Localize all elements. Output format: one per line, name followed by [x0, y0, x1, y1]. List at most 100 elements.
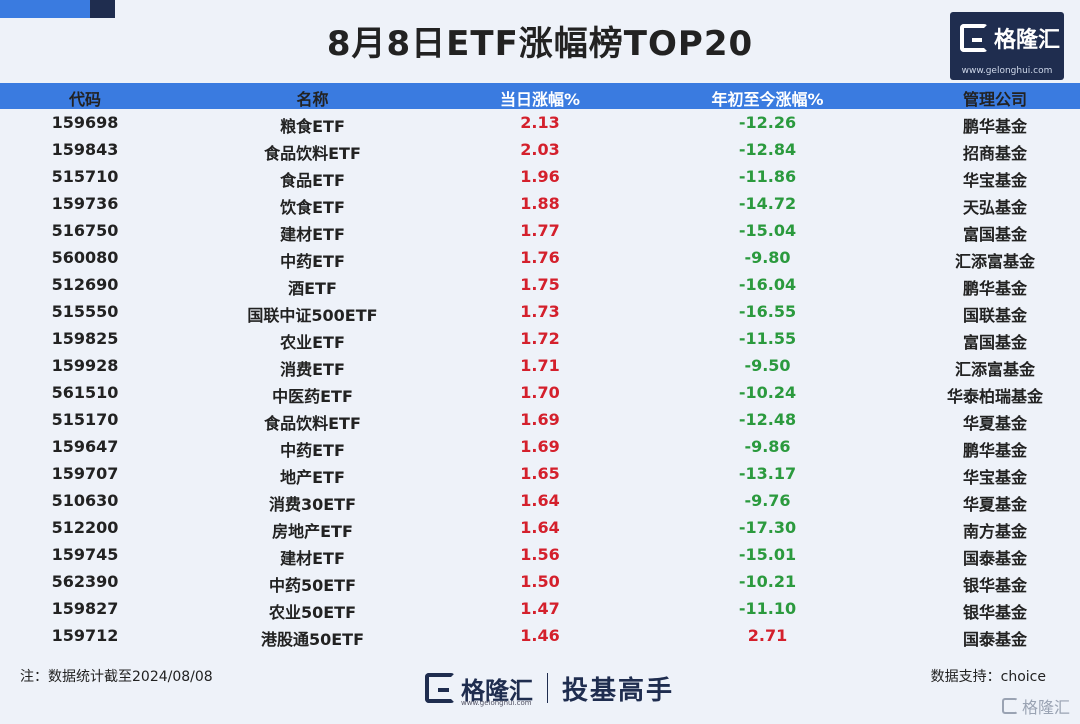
slogan: 投基高手: [562, 675, 675, 706]
cell-day-change: 2.13: [520, 113, 560, 132]
table-row: 515710 食品ETF 1.96 -11.86 华宝基金: [0, 164, 1080, 191]
cell-ytd-change: -9.80: [744, 248, 791, 267]
cell-day-change: 1.70: [520, 383, 560, 402]
cell-manager: 华宝基金: [962, 468, 1027, 487]
cell-code: 562390: [51, 572, 119, 591]
cell-manager: 汇添富基金: [954, 252, 1035, 271]
cell-day-change: 1.96: [520, 167, 560, 186]
table-row: 562390 中药50ETF 1.50 -10.21 银华基金: [0, 569, 1080, 596]
table-row: 159736 饮食ETF 1.88 -14.72 天弘基金: [0, 191, 1080, 218]
table-header: 代码 名称 当日涨幅% 年初至今涨幅% 管理公司: [0, 83, 1080, 109]
cell-name: 中医药ETF: [272, 387, 353, 406]
corner-decoration: [0, 0, 115, 18]
cell-name: 消费30ETF: [268, 495, 357, 514]
cell-day-change: 1.69: [520, 437, 560, 456]
cell-ytd-change: -16.55: [738, 302, 797, 321]
header-day-change: 当日涨幅%: [499, 90, 581, 109]
cell-code: 159707: [51, 464, 119, 483]
logo-divider: [547, 673, 548, 703]
cell-ytd-change: -13.17: [738, 464, 797, 483]
cell-name: 中药ETF: [280, 252, 345, 271]
cell-day-change: 1.50: [520, 572, 560, 591]
cell-ytd-change: -10.21: [738, 572, 797, 591]
cell-day-change: 1.64: [520, 491, 560, 510]
cell-day-change: 1.71: [520, 356, 560, 375]
cell-manager: 鹏华基金: [962, 441, 1027, 460]
cell-ytd-change: -9.86: [744, 437, 791, 456]
cell-ytd-change: 2.71: [747, 626, 788, 645]
cell-day-change: 1.75: [520, 275, 560, 294]
cell-code: 159825: [51, 329, 119, 348]
cell-code: 159843: [51, 140, 119, 159]
cell-day-change: 1.46: [520, 626, 560, 645]
cell-day-change: 1.69: [520, 410, 560, 429]
cell-manager: 富国基金: [962, 333, 1027, 352]
header-ytd-change: 年初至今涨幅%: [711, 90, 824, 109]
cell-code: 159745: [51, 545, 119, 564]
cell-manager: 汇添富基金: [954, 360, 1035, 379]
page-title: 8月8日ETF涨幅榜TOP20: [326, 24, 754, 64]
cell-ytd-change: -15.04: [738, 221, 797, 240]
g-logo-icon: [425, 673, 455, 703]
cell-day-change: 1.77: [520, 221, 560, 240]
cell-day-change: 1.64: [520, 518, 560, 537]
cell-ytd-change: -11.55: [738, 329, 797, 348]
cell-code: 159736: [51, 194, 119, 213]
cell-name: 食品饮料ETF: [264, 144, 361, 163]
cell-manager: 鹏华基金: [962, 279, 1027, 298]
cell-ytd-change: -9.76: [744, 491, 791, 510]
corner-accent: [0, 0, 90, 18]
cell-ytd-change: -12.48: [738, 410, 797, 429]
header-manager: 管理公司: [962, 90, 1027, 109]
cell-name: 粮食ETF: [280, 117, 345, 136]
cell-ytd-change: -17.30: [738, 518, 797, 537]
cell-name: 酒ETF: [288, 279, 337, 298]
logo-url: www.gelonghui.com: [961, 66, 1053, 76]
table-row: 512690 酒ETF 1.75 -16.04 鹏华基金: [0, 272, 1080, 299]
cell-ytd-change: -10.24: [738, 383, 797, 402]
watermark-g-icon: [1001, 698, 1018, 714]
cell-name: 饮食ETF: [280, 198, 345, 217]
cell-manager: 国联基金: [962, 306, 1027, 325]
bottom-logo: 格隆汇 www.gelonghui.com 投基高手: [425, 668, 695, 708]
table-row: 159827 农业50ETF 1.47 -11.10 银华基金: [0, 596, 1080, 623]
table-row: 159928 消费ETF 1.71 -9.50 汇添富基金: [0, 353, 1080, 380]
logo-brand-text: 格隆汇: [994, 28, 1061, 53]
cell-code: 515170: [51, 410, 119, 429]
cell-code: 159712: [51, 626, 119, 645]
cell-code: 159827: [51, 599, 119, 618]
header-name: 名称: [296, 90, 329, 109]
cell-manager: 华宝基金: [962, 171, 1027, 190]
table-row: 159745 建材ETF 1.56 -15.01 国泰基金: [0, 542, 1080, 569]
cell-name: 房地产ETF: [272, 522, 353, 541]
cell-manager: 国泰基金: [962, 549, 1027, 568]
bottom-url: www.gelonghui.com: [461, 699, 532, 707]
cell-day-change: 1.72: [520, 329, 560, 348]
data-support: 数据支持：choice: [930, 669, 1046, 685]
table-row: 516750 建材ETF 1.77 -15.04 富国基金: [0, 218, 1080, 245]
table-row: 561510 中医药ETF 1.70 -10.24 华泰柏瑞基金: [0, 380, 1080, 407]
table-row: 512200 房地产ETF 1.64 -17.30 南方基金: [0, 515, 1080, 542]
cell-ytd-change: -16.04: [738, 275, 797, 294]
cell-manager: 天弘基金: [962, 198, 1027, 217]
cell-ytd-change: -14.72: [738, 194, 797, 213]
cell-code: 560080: [51, 248, 119, 267]
cell-manager: 华夏基金: [962, 495, 1027, 514]
cell-day-change: 1.56: [520, 545, 560, 564]
cell-day-change: 1.88: [520, 194, 560, 213]
g-logo-icon: [960, 24, 988, 52]
cell-manager: 富国基金: [962, 225, 1027, 244]
cell-code: 159647: [51, 437, 119, 456]
cell-name: 消费ETF: [280, 360, 345, 379]
table-row: 159647 中药ETF 1.69 -9.86 鹏华基金: [0, 434, 1080, 461]
table-row: 560080 中药ETF 1.76 -9.80 汇添富基金: [0, 245, 1080, 272]
cell-code: 516750: [51, 221, 119, 240]
cell-name: 食品ETF: [280, 171, 345, 190]
cell-name: 农业50ETF: [268, 603, 357, 622]
cell-code: 512200: [51, 518, 119, 537]
cell-name: 地产ETF: [280, 468, 345, 487]
cell-ytd-change: -9.50: [744, 356, 791, 375]
cell-manager: 银华基金: [962, 576, 1027, 595]
cell-manager: 华泰柏瑞基金: [946, 387, 1043, 406]
cell-manager: 华夏基金: [962, 414, 1027, 433]
